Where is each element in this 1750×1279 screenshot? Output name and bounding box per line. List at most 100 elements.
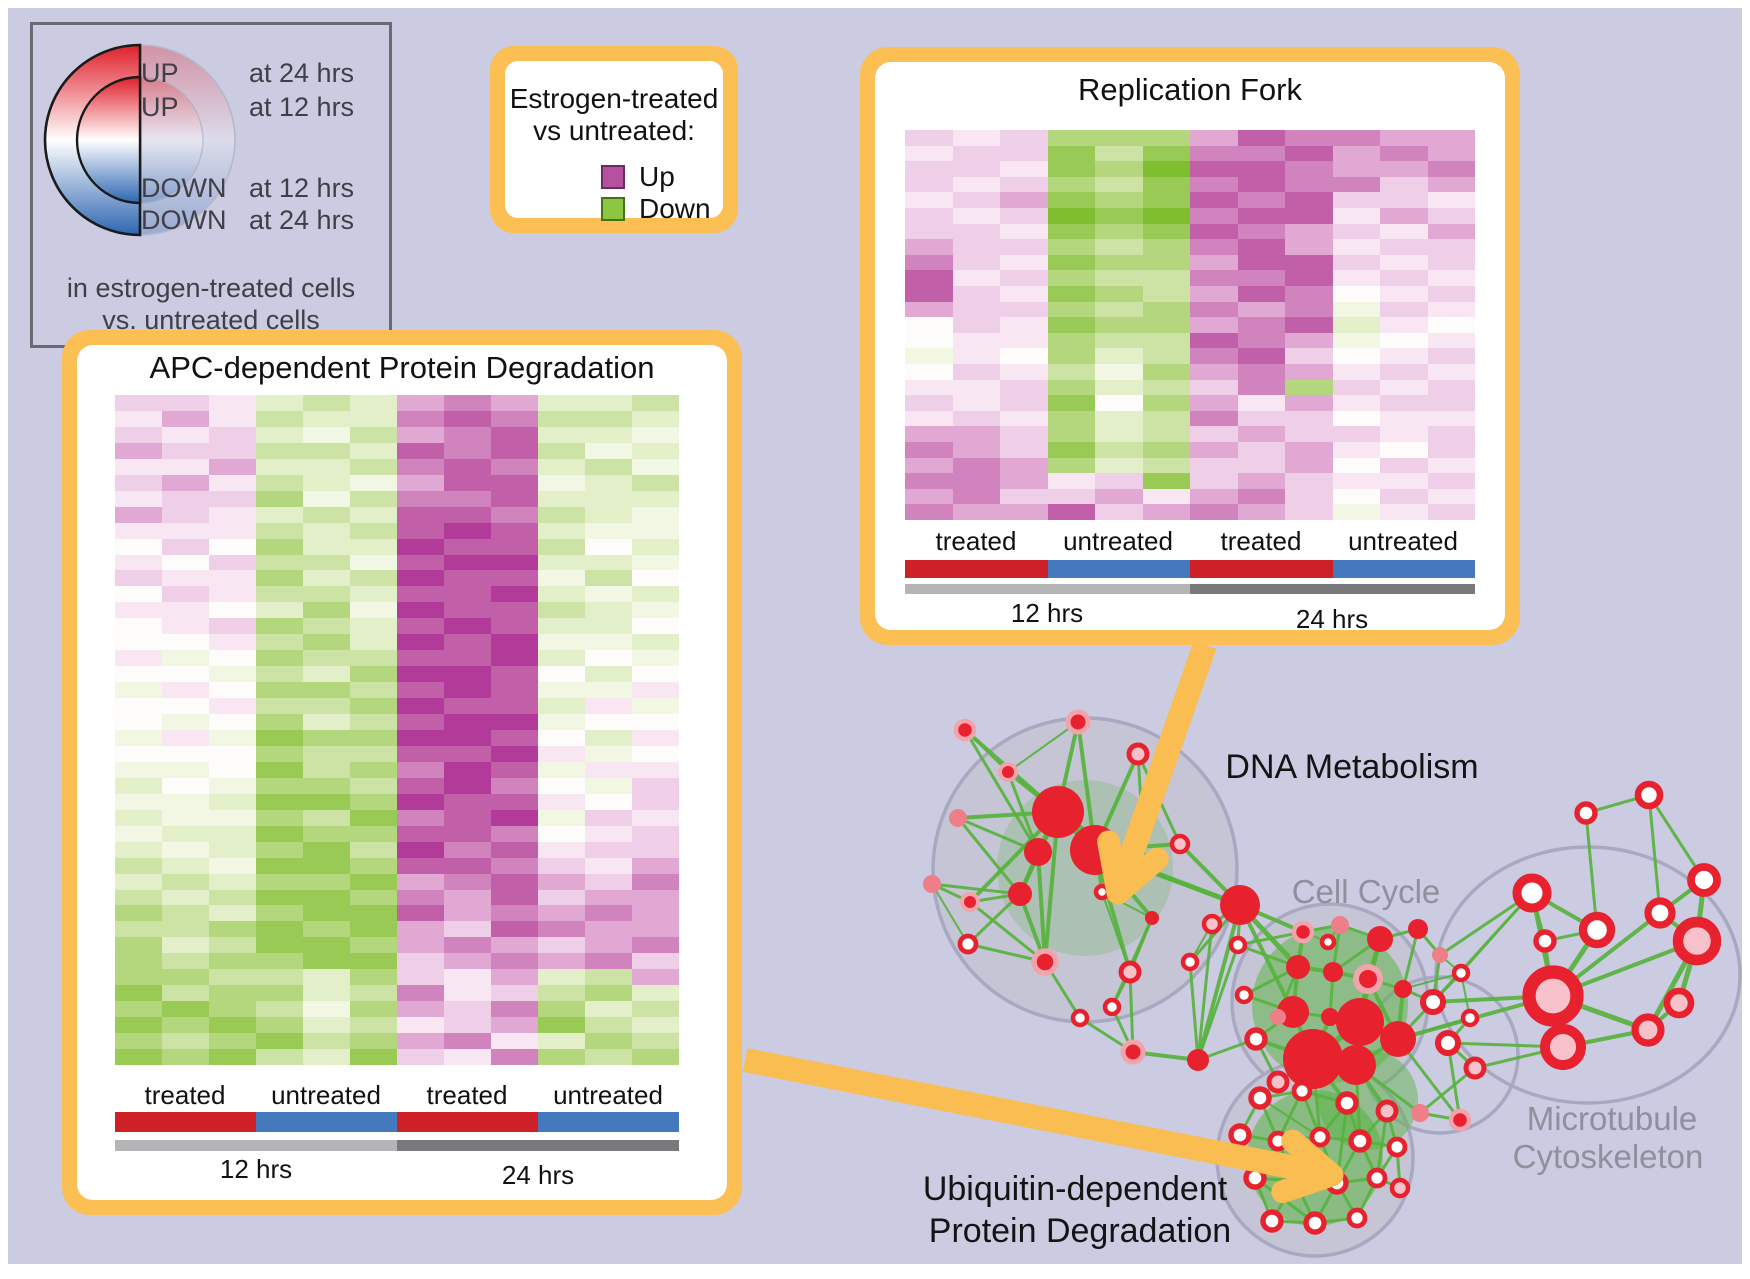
gene-node	[1644, 897, 1676, 929]
rf-group-label-treated-12: treated	[935, 526, 1017, 556]
gene-node	[953, 718, 977, 742]
gene-node	[1260, 1209, 1284, 1233]
gene-node	[1180, 952, 1200, 972]
apc-group-label-treated-24: treated	[426, 1080, 508, 1110]
down-color-swatch	[601, 197, 625, 221]
replication-fork-title: Replication Fork	[1078, 72, 1302, 107]
gene-node	[1540, 1024, 1586, 1070]
gene-node	[1463, 1056, 1487, 1080]
gene-node	[1283, 1029, 1343, 1089]
apc-time-bar	[115, 1140, 679, 1151]
up-label: Up	[639, 161, 675, 192]
gene-node	[1331, 916, 1349, 934]
direction-legend: UP at 24 hrs UP at 12 hrs DOWN at 12 hrs…	[30, 22, 392, 348]
gene-node	[960, 892, 980, 912]
legend-caption-line1: in estrogen-treated cells	[66, 273, 356, 303]
gene-node	[1435, 1030, 1461, 1056]
gene-node	[1244, 1027, 1268, 1051]
gene-node	[1335, 1091, 1359, 1115]
gene-node	[1228, 935, 1248, 955]
apc-heatmap	[115, 395, 679, 1065]
gene-node	[1460, 1008, 1480, 1028]
gene-node	[949, 809, 967, 827]
gene-node	[1408, 919, 1428, 939]
gene-node	[1270, 1009, 1286, 1025]
gene-node	[1353, 964, 1383, 994]
gene-node	[1309, 1126, 1331, 1148]
gene-node	[1336, 998, 1384, 1046]
gene-node	[1102, 997, 1122, 1017]
color-key-legend: Estrogen-treated vs untreated: Up Down	[490, 46, 738, 233]
gene-node	[1574, 801, 1598, 825]
rf-12hrs-label: 12 hrs	[1010, 598, 1084, 628]
gene-node	[1631, 1013, 1665, 1047]
gene-node	[1070, 1008, 1090, 1028]
gene-node	[1248, 1086, 1272, 1110]
gene-node	[1375, 1099, 1399, 1123]
gene-node	[1024, 838, 1052, 866]
gene-node	[1663, 987, 1695, 1019]
gene-node	[1411, 1104, 1429, 1122]
legend-time-24: at 24 hrs	[249, 58, 355, 88]
network-label: DNA Metabolism	[1225, 748, 1478, 786]
apc-group-label-treated-12: treated	[144, 1080, 226, 1110]
network-label: Microtubule	[1527, 1100, 1698, 1137]
gene-node	[1145, 911, 1159, 925]
color-key-inner: Estrogen-treated vs untreated: Up Down	[505, 61, 723, 224]
color-key-title-line1: Estrogen-treated	[509, 83, 719, 114]
gene-node	[1448, 1108, 1472, 1132]
gene-node	[1032, 786, 1084, 838]
panel-to-cluster-arrows	[742, 641, 1344, 1204]
gene-node	[1348, 1129, 1372, 1153]
gene-node	[1220, 885, 1260, 925]
gene-node	[1512, 873, 1552, 913]
apc-24hrs-label: 24 hrs	[501, 1160, 575, 1190]
rf-treatment-bar	[905, 560, 1475, 578]
gene-nodes	[923, 709, 1722, 1235]
gene-node	[1533, 929, 1557, 953]
color-key-title-line2: vs untreated:	[533, 115, 695, 146]
gene-node	[1303, 1211, 1327, 1235]
gene-node	[1386, 1136, 1408, 1158]
gene-node	[1126, 742, 1150, 766]
legend-time-12: at 12 hrs	[249, 92, 355, 122]
rf-group-label-treated-24: treated	[1220, 526, 1302, 556]
apc-12hrs-label: 12 hrs	[219, 1154, 293, 1184]
gene-node	[1687, 863, 1721, 897]
gene-node	[1120, 1039, 1146, 1065]
rf-group-label-untreated-24: untreated	[1348, 526, 1458, 556]
replication-fork-heatmap	[905, 130, 1475, 520]
apc-group-label-untreated-12: untreated	[271, 1080, 381, 1110]
rf-time-bar	[905, 584, 1475, 594]
gene-node	[1234, 985, 1254, 1005]
gene-node	[1291, 920, 1315, 944]
gene-node	[1380, 1021, 1416, 1057]
network-label: Ubiquitin-dependent	[923, 1170, 1228, 1208]
gene-node	[1286, 955, 1310, 979]
gene-node	[1389, 1177, 1411, 1199]
gene-node	[957, 933, 979, 955]
concentric-circle-legend-icon	[43, 43, 236, 237]
network-label: Cell Cycle	[1292, 873, 1441, 910]
gene-node	[1346, 1207, 1368, 1229]
gene-node	[1319, 933, 1337, 951]
gene-node	[1008, 882, 1032, 906]
gene-node	[1031, 948, 1059, 976]
gene-node	[1336, 1045, 1376, 1085]
legend-word-down-12: DOWN	[141, 173, 227, 203]
gene-node	[1578, 911, 1616, 949]
legend-word-down-24: DOWN	[141, 205, 227, 235]
apc-group-label-untreated-24: untreated	[553, 1080, 663, 1110]
gene-node	[1451, 963, 1471, 983]
gene-node	[1672, 916, 1722, 966]
network-label: Protein Degradation	[929, 1212, 1231, 1250]
down-label: Down	[639, 193, 711, 224]
legend-time-down-24: at 24 hrs	[249, 205, 355, 235]
gene-node	[1367, 926, 1393, 952]
network-label: Cytoskeleton	[1513, 1138, 1704, 1175]
gene-node	[1118, 960, 1142, 984]
legend-word-up-24: UP	[141, 58, 179, 88]
legend-word-up-12: UP	[141, 92, 179, 122]
gene-node	[1266, 1070, 1290, 1094]
